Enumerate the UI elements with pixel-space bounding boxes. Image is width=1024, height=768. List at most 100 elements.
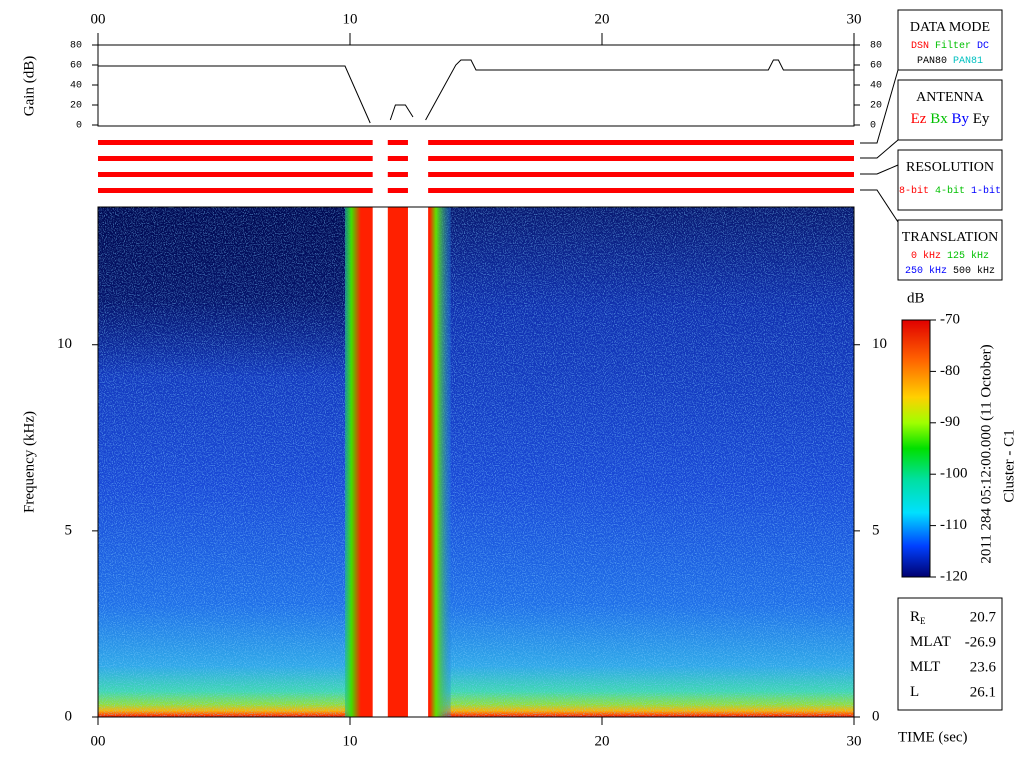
y-tick-label: 10 [57, 336, 72, 352]
panel-line: 8-bit 4-bit 1-bit [899, 185, 1001, 197]
y-tick-label: 80 [70, 41, 82, 52]
x-tick-label: 00 [91, 11, 106, 27]
mode-bar [387, 188, 408, 193]
x-tick-label: 10 [343, 733, 358, 749]
y-tick-label: 60 [70, 61, 82, 72]
spectrogram-layer [98, 207, 854, 717]
panel-item: 1-bit [971, 185, 1001, 197]
y-tick-label: 80 [870, 41, 882, 52]
label: MLT [910, 659, 940, 675]
ephemeris-label: MLT [910, 659, 940, 675]
ephemeris-value: 23.6 [970, 659, 997, 675]
gain-y-label: Gain (dB) [21, 56, 37, 116]
panel-item: 8-bit [899, 185, 929, 197]
panel-line: Ez Bx By Ey [911, 111, 990, 127]
x-tick-label: 30 [847, 733, 862, 749]
mode-bar [428, 172, 854, 177]
y-tick-label: 5 [65, 522, 73, 538]
y-tick-label: 40 [870, 81, 882, 92]
label: R [910, 609, 920, 625]
panel-item: Ez [911, 111, 927, 127]
y-tick-label: 0 [65, 708, 73, 724]
mode-bar [387, 172, 408, 177]
connector [860, 69, 899, 144]
x-tick-label: 30 [847, 11, 862, 27]
freq-y-label: Frequency (kHz) [21, 411, 37, 513]
mode-bar [428, 188, 854, 193]
panel-line: 0 kHz 125 kHz [911, 250, 989, 262]
y-tick-label: 0 [870, 121, 876, 132]
panel-title: TRANSLATION [902, 230, 998, 245]
colorbar-tick-label: -70 [940, 311, 960, 327]
x-tick-label: 10 [343, 11, 358, 27]
mode-bar [428, 140, 854, 145]
panel-box [897, 149, 1003, 211]
spacecraft: Cluster - C1 [1001, 429, 1017, 502]
y-tick-label: 5 [872, 522, 880, 538]
y-tick-label: 0 [76, 121, 82, 132]
mode-bar [428, 156, 854, 161]
y-tick-label: 60 [870, 61, 882, 72]
panel-item: 500 kHz [953, 265, 995, 277]
x-tick-label: 20 [595, 11, 610, 27]
ephemeris-label: MLAT [910, 634, 951, 650]
ephemeris-label: RE [910, 609, 926, 626]
ephemeris-box [897, 597, 1003, 711]
y-tick-label: 10 [872, 336, 887, 352]
x-axis-label: TIME (sec) [898, 729, 968, 745]
mode-bar [98, 172, 373, 177]
gain-line [98, 59, 854, 124]
panel-item: 125 kHz [947, 250, 989, 262]
timestamp: 2011 284 05:12:00.000 (11 October) [978, 344, 994, 563]
x-tick-label: 20 [595, 733, 610, 749]
ephemeris-label: L [910, 684, 919, 700]
panel-item: Ey [973, 111, 990, 127]
connectors [860, 69, 899, 223]
spec-frame [97, 206, 855, 718]
x-tick-label: 00 [91, 733, 106, 749]
ephemeris-value: 20.7 [970, 609, 997, 625]
panel-item: By [951, 111, 969, 127]
panel-line: PAN80 PAN81 [917, 56, 983, 67]
gain-frame [97, 44, 855, 127]
colorbar-label: dB [907, 290, 925, 306]
panel-box [897, 219, 1003, 281]
colorbar [901, 319, 931, 578]
y-tick-label: 0 [872, 708, 880, 724]
ephemeris-value: -26.9 [965, 634, 996, 650]
ephemeris-value: 26.1 [970, 684, 996, 700]
panel-box [897, 9, 1003, 71]
connector [860, 164, 899, 175]
panel-item: Filter [935, 40, 971, 52]
panel-title: RESOLUTION [906, 160, 994, 175]
panel-item: Bx [930, 111, 948, 127]
colorbar-tick-label: -100 [940, 466, 968, 482]
burst [344, 207, 451, 717]
data-gap [407, 207, 429, 717]
colorbar-tick-label: -90 [940, 414, 960, 430]
subscript: E [920, 616, 926, 626]
mode-bar [98, 156, 373, 161]
mode-bar [387, 140, 408, 145]
data-gap [372, 207, 388, 717]
panel-item: 0 kHz [911, 250, 941, 262]
panel-item: PAN80 [917, 56, 947, 67]
panel-box [897, 79, 1003, 141]
colorbar-tick-label: -120 [940, 568, 968, 584]
panel-line: DSN Filter DC [911, 40, 989, 52]
colorbar-tick-label: -80 [940, 363, 960, 379]
label: MLAT [910, 634, 951, 650]
mode-bar [98, 140, 373, 145]
panel-item: DSN [911, 41, 929, 52]
y-tick-label: 20 [70, 101, 82, 112]
panel-item: PAN81 [953, 56, 983, 67]
panel-line: 250 kHz 500 kHz [905, 265, 995, 277]
panel-item: DC [977, 41, 989, 52]
colorbar-tick-label: -110 [940, 517, 967, 533]
spectrogram-noise [98, 207, 854, 717]
mode-bar [387, 156, 408, 161]
y-tick-label: 20 [870, 101, 882, 112]
connector [860, 139, 899, 159]
